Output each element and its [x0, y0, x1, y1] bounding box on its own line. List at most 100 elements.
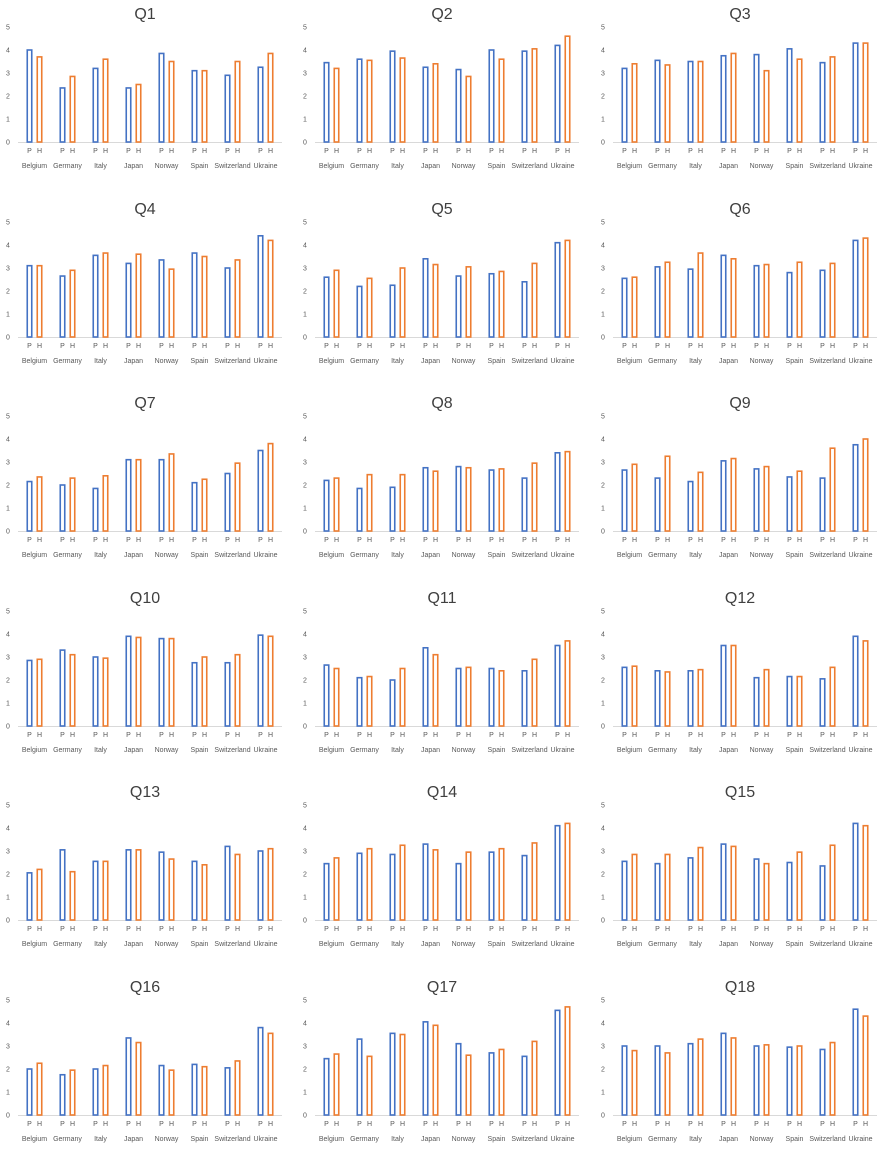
- bar-label-p: P: [489, 343, 494, 350]
- bar-label-p: P: [787, 926, 792, 933]
- bar-p-japan: [125, 1036, 132, 1116]
- y-tick-label: 0: [303, 334, 307, 341]
- bar-p-japan: [720, 1032, 727, 1116]
- bar-p-italy: [389, 486, 396, 532]
- bar-h-norway: [168, 637, 175, 727]
- bar-label-p: P: [853, 732, 858, 739]
- chart-title: Q4: [134, 201, 155, 218]
- y-tick-label: 3: [303, 71, 307, 78]
- bar-label-p: P: [357, 148, 362, 155]
- x-category-label: Italy: [391, 747, 404, 754]
- bar-p-spain: [786, 271, 793, 338]
- y-tick-label: 0: [303, 529, 307, 536]
- bar-label-p: P: [324, 1121, 329, 1128]
- bar-label-p: P: [60, 343, 65, 350]
- x-category-label: Belgium: [319, 358, 344, 365]
- bar-h-italy: [697, 846, 704, 921]
- x-category-label: Japan: [719, 747, 738, 754]
- bar-label-p: P: [820, 537, 825, 544]
- y-tick-label: 5: [6, 25, 10, 32]
- bar-h-germany: [69, 477, 76, 532]
- bar-label-h: H: [830, 1121, 835, 1128]
- bar-p-belgium: [621, 67, 628, 143]
- y-tick-label: 3: [601, 265, 605, 272]
- bar-h-germany: [366, 473, 373, 532]
- x-category-label: Italy: [391, 941, 404, 948]
- x-category-label: Japan: [124, 552, 143, 559]
- y-tick-label: 4: [303, 48, 307, 55]
- x-category-label: Switzerland: [214, 163, 250, 170]
- bar-h-spain: [796, 470, 803, 532]
- bar-h-italy: [102, 475, 109, 532]
- bar-label-h: H: [830, 926, 835, 933]
- bar-label-h: H: [103, 537, 108, 544]
- bar-p-norway: [455, 862, 462, 921]
- bar-label-h: H: [400, 1121, 405, 1128]
- bar-h-belgium: [631, 664, 638, 727]
- chart-panel-q17: Q17 0 1 2 3 4 5 P H Belgium P H Germany P H Italy P H Japa…: [297, 973, 587, 1163]
- y-tick-label: 0: [601, 723, 605, 730]
- bar-p-germany: [654, 862, 661, 921]
- bar-label-h: H: [400, 343, 405, 350]
- bar-p-belgium: [621, 469, 628, 532]
- bar-h-spain: [201, 69, 208, 143]
- x-category-label: Italy: [94, 552, 107, 559]
- y-tick-label: 0: [303, 918, 307, 925]
- bar-h-japan: [135, 1041, 142, 1116]
- bar-label-h: H: [665, 926, 670, 933]
- bar-p-ukraine: [257, 234, 264, 338]
- bar-p-switzerland: [819, 865, 826, 921]
- bar-h-belgium: [36, 476, 43, 532]
- bar-label-p: P: [754, 732, 759, 739]
- bar-label-p: P: [853, 148, 858, 155]
- bar-label-h: H: [565, 1121, 570, 1128]
- bar-label-h: H: [70, 537, 75, 544]
- y-tick-label: 3: [303, 265, 307, 272]
- bar-label-p: P: [159, 1121, 164, 1128]
- bar-label-p: P: [555, 343, 560, 350]
- bar-label-h: H: [499, 343, 504, 350]
- x-category-label: Norway: [155, 552, 179, 559]
- bar-label-h: H: [632, 148, 637, 155]
- bar-h-ukraine: [862, 639, 869, 727]
- x-category-label: Norway: [452, 163, 476, 170]
- bar-label-h: H: [169, 343, 174, 350]
- bar-label-h: H: [466, 926, 471, 933]
- bar-h-germany: [664, 260, 671, 338]
- y-tick-label: 4: [601, 242, 605, 249]
- bar-h-japan: [432, 62, 439, 143]
- y-tick-label: 4: [6, 242, 10, 249]
- bar-h-italy: [102, 58, 109, 143]
- y-tick-label: 4: [601, 1020, 605, 1027]
- bar-h-germany: [366, 59, 373, 143]
- bar-h-belgium: [36, 1061, 43, 1116]
- x-category-label: Spain: [488, 163, 506, 170]
- x-category-label: Switzerland: [511, 358, 547, 365]
- bar-label-p: P: [555, 537, 560, 544]
- bar-label-p: P: [390, 148, 395, 155]
- bar-label-p: P: [655, 148, 660, 155]
- y-tick-label: 4: [6, 1020, 10, 1027]
- bar-label-p: P: [258, 343, 263, 350]
- bar-h-switzerland: [531, 1040, 538, 1116]
- bar-p-norway: [455, 68, 462, 143]
- bar-h-spain: [498, 270, 505, 338]
- bar-label-p: P: [423, 537, 428, 544]
- bar-label-p: P: [126, 148, 131, 155]
- x-category-label: Germany: [350, 1136, 379, 1143]
- bar-h-belgium: [36, 868, 43, 921]
- bar-label-h: H: [433, 732, 438, 739]
- chart-panel-q9: Q9 0 1 2 3 4 5 P H Belgium P H Germany P H Italy P H Japan…: [595, 389, 878, 579]
- y-tick-label: 3: [601, 849, 605, 856]
- bar-label-p: P: [655, 343, 660, 350]
- y-tick-label: 2: [303, 288, 307, 295]
- bar-label-h: H: [268, 1121, 273, 1128]
- x-category-label: Switzerland: [214, 941, 250, 948]
- x-category-label: Japan: [421, 358, 440, 365]
- bar-label-p: P: [456, 926, 461, 933]
- bar-label-h: H: [400, 148, 405, 155]
- bar-h-ukraine: [862, 236, 869, 338]
- bar-p-spain: [786, 48, 793, 143]
- x-category-label: Norway: [155, 747, 179, 754]
